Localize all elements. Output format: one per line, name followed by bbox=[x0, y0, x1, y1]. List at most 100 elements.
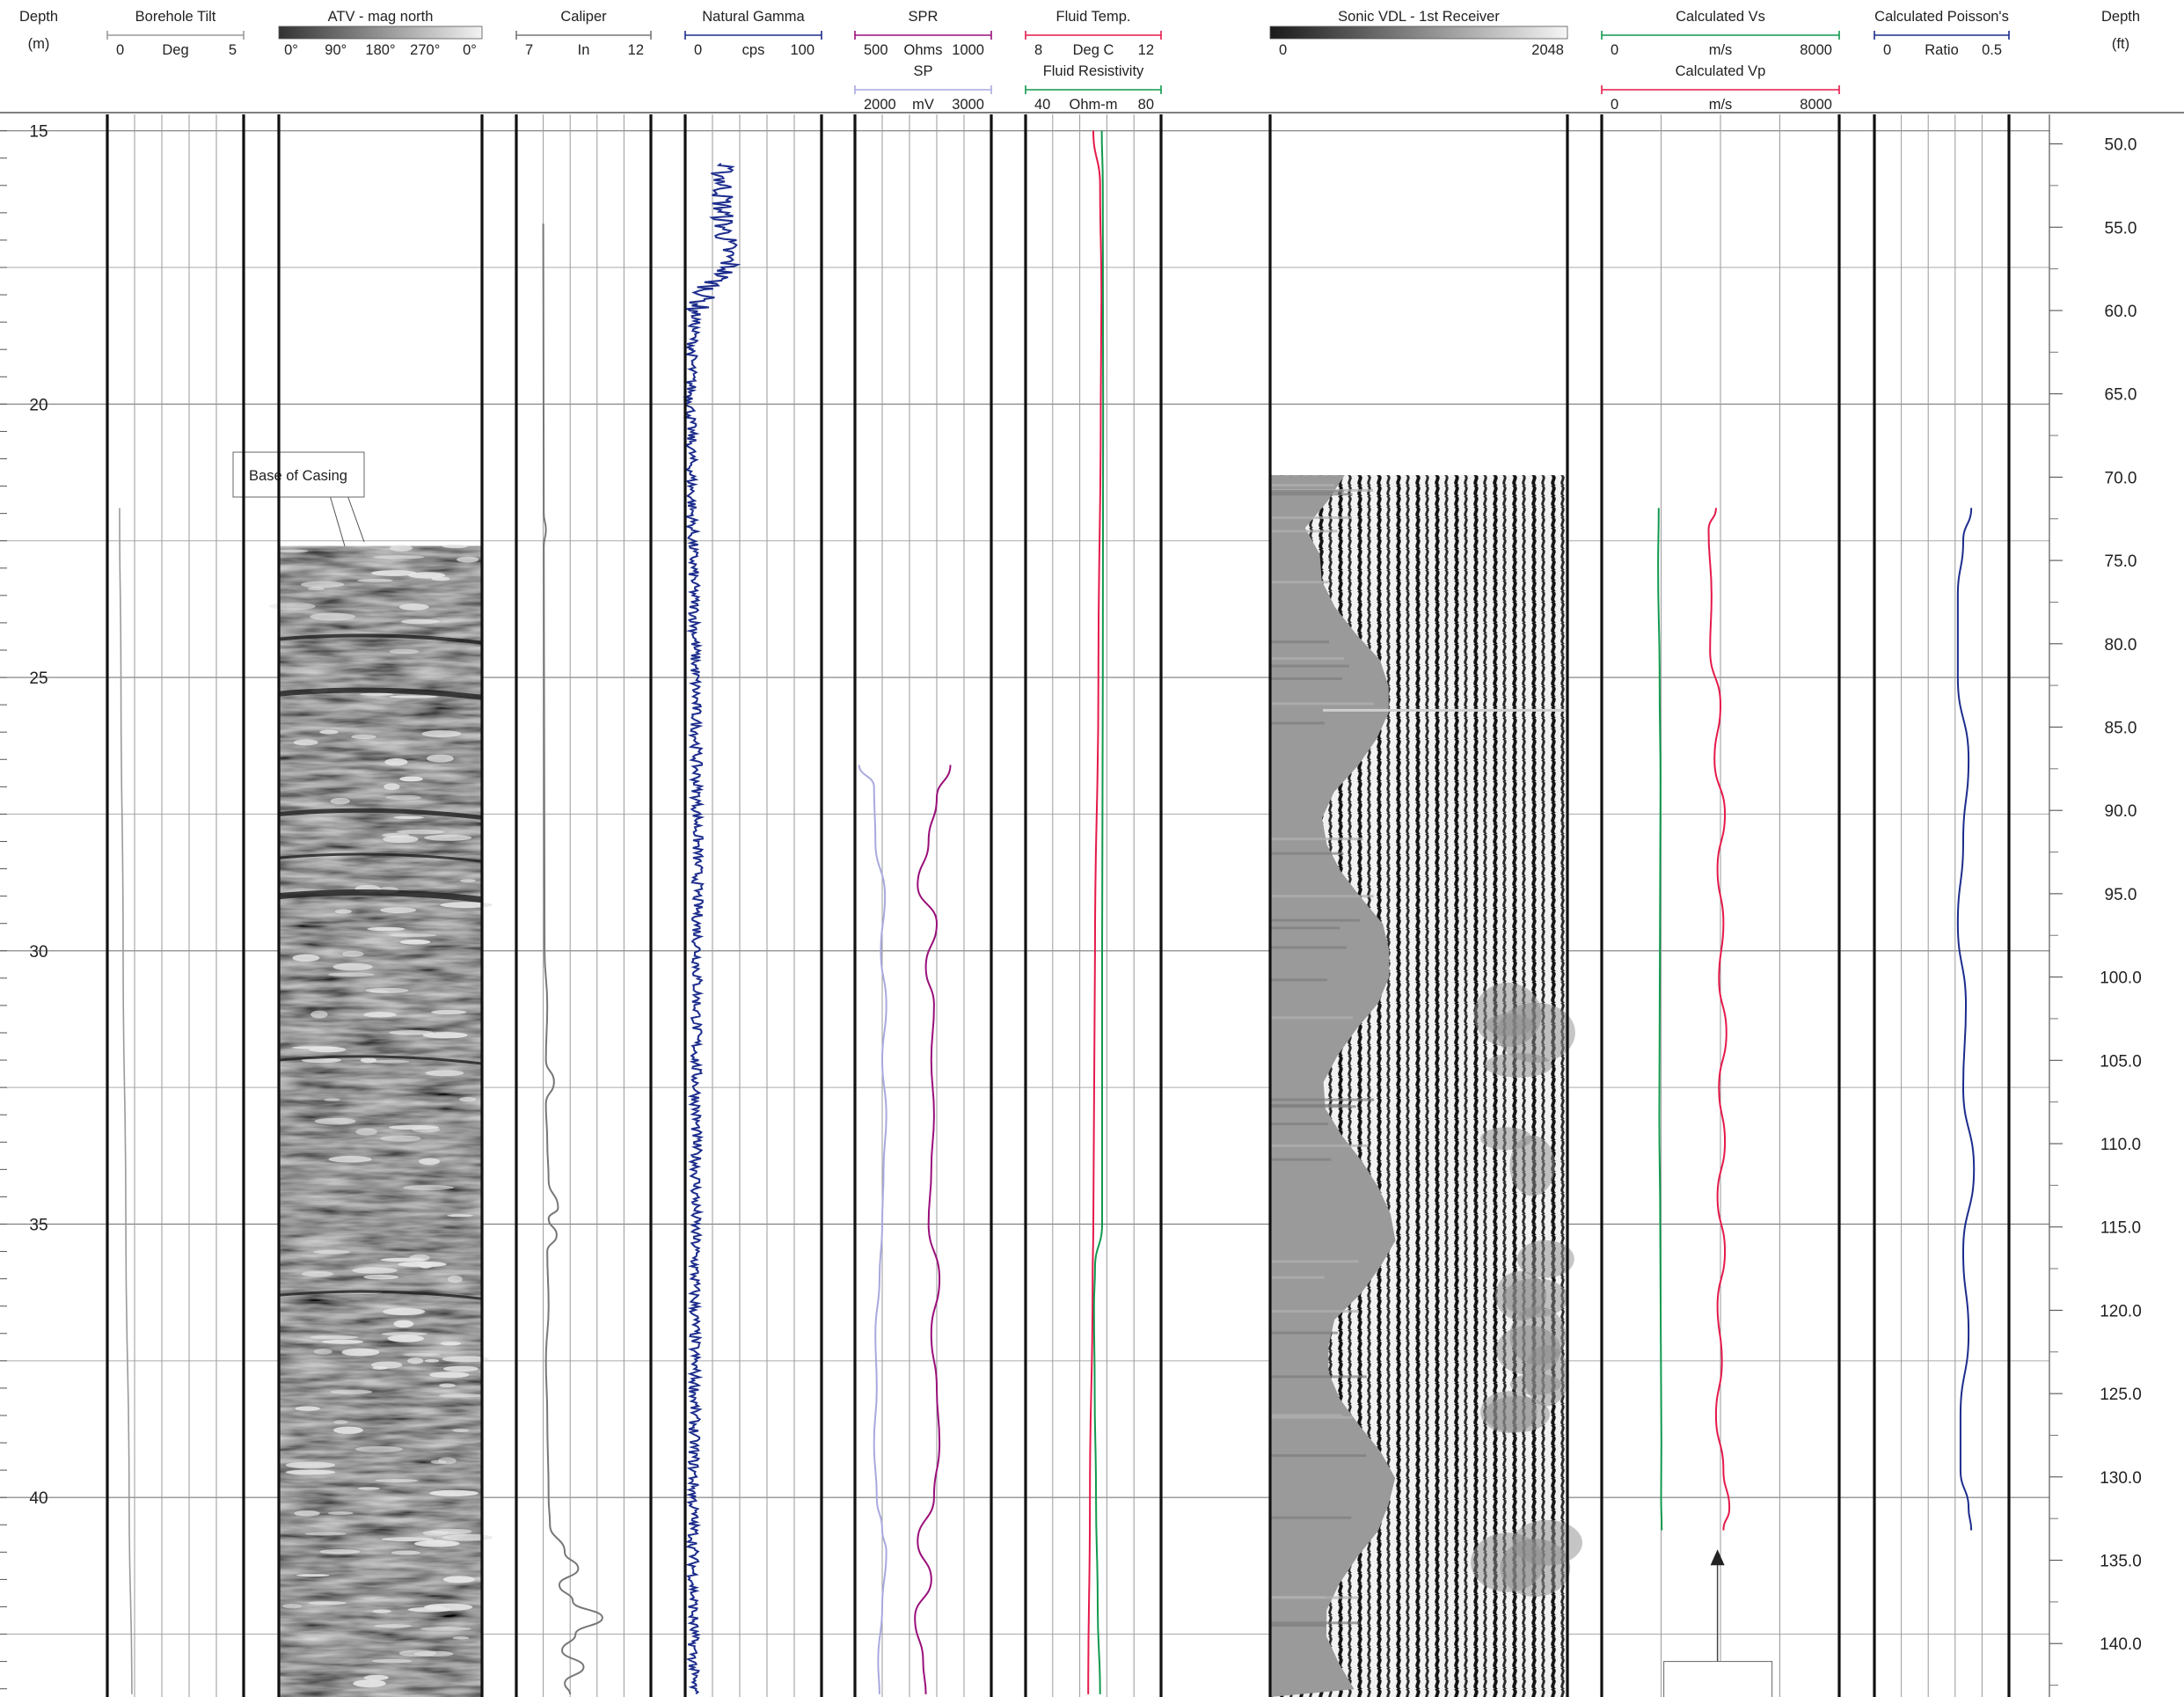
atv-bright-patch bbox=[389, 545, 413, 552]
fluid-curve-1-scale-unit: Ohm-m bbox=[1070, 97, 1118, 113]
atv-bright-patch bbox=[310, 1335, 359, 1340]
velocity-arrow-box bbox=[1663, 1661, 1773, 1697]
atv-bright-patch bbox=[369, 1059, 410, 1064]
tilt-curve-0-scale-max: 5 bbox=[229, 42, 237, 58]
caliper-curve-0-scale-max: 12 bbox=[628, 42, 644, 58]
atv-bright-patch bbox=[332, 962, 373, 971]
atv-bright-patch bbox=[438, 1393, 484, 1398]
atv-bright-patch bbox=[399, 939, 431, 945]
vdl-scale-max: 2048 bbox=[1531, 42, 1564, 58]
atv-bright-patch bbox=[330, 797, 350, 805]
atv-bright-patch bbox=[425, 1070, 464, 1077]
caliper-curve-0-title: Caliper bbox=[560, 9, 607, 25]
atv-bright-patch bbox=[399, 776, 424, 782]
atv-bright-patch bbox=[389, 695, 438, 699]
atv-bright-patch bbox=[291, 1046, 339, 1050]
atv-bright-patch bbox=[355, 1128, 377, 1136]
atv-bright-patch bbox=[310, 612, 356, 621]
atv-bright-patch bbox=[384, 758, 408, 766]
vdl-late-patch bbox=[1494, 1270, 1547, 1320]
atv-bright-patch bbox=[292, 954, 320, 962]
atv-bright-patch bbox=[398, 1649, 437, 1657]
atv-scale-tick-3: 270° bbox=[410, 42, 440, 58]
atv-bright-patch bbox=[282, 1603, 303, 1609]
atv-bright-patch bbox=[313, 1348, 332, 1355]
vdl-early-noise bbox=[1270, 1454, 1367, 1458]
vdl-early-noise bbox=[1270, 852, 1344, 855]
spr-curve-1-scale-min: 2000 bbox=[864, 97, 896, 113]
atv-dark-band-6 bbox=[278, 1290, 483, 1300]
depth-ft-label-18: 140.0 bbox=[2100, 1635, 2142, 1654]
atv-bright-patch bbox=[296, 1574, 330, 1577]
poisson-curve-0-scale-unit: Ratio bbox=[1925, 42, 1959, 58]
atv-scale-tick-0: 0° bbox=[284, 42, 298, 58]
vdl-early-noise bbox=[1270, 1016, 1354, 1020]
atv-bright-patch bbox=[439, 1383, 456, 1388]
atv-bright-patch bbox=[412, 1126, 441, 1133]
vdl-late-patch bbox=[1523, 1344, 1569, 1407]
spr-curve-1-title: SP bbox=[913, 63, 932, 79]
caliper-curve-0 bbox=[542, 223, 603, 1694]
atv-bright-patch bbox=[333, 1426, 363, 1434]
atv-bright-patch bbox=[400, 618, 441, 625]
atv-scale-tick-1: 90° bbox=[325, 42, 347, 58]
vdl-early-noise bbox=[1270, 1123, 1329, 1126]
atv-dark-band-5 bbox=[278, 1055, 483, 1065]
depth-ft-label-13: 115.0 bbox=[2100, 1219, 2141, 1238]
vdl-early-noise bbox=[1270, 1624, 1326, 1628]
vdl-early-noise bbox=[1270, 1103, 1349, 1107]
atv-bright-patch bbox=[268, 603, 316, 611]
atv-bright-patch bbox=[327, 1511, 354, 1515]
atv-bright-patch bbox=[352, 1267, 398, 1274]
depth-ft-label-0: 50.0 bbox=[2105, 136, 2137, 155]
spr-curve-0 bbox=[914, 764, 952, 1694]
velocity-curve-0-scale-max: 8000 bbox=[1800, 42, 1832, 58]
atv-bright-patch bbox=[341, 950, 364, 957]
caliper-curve-0-scale-unit: In bbox=[578, 42, 590, 58]
vdl-early-noise bbox=[1270, 493, 1353, 496]
fluid-curve-0-scale-min: 8 bbox=[1034, 42, 1042, 58]
atv-bright-patch bbox=[452, 1428, 470, 1433]
casing-leader-1 bbox=[329, 494, 346, 547]
spr-curve-1-scale-max: 3000 bbox=[952, 97, 984, 113]
atv-bright-patch bbox=[440, 902, 493, 909]
spr-curve-0-scale-unit: Ohms bbox=[903, 42, 942, 58]
atv-bright-patch bbox=[393, 1320, 414, 1328]
atv-bright-patch bbox=[393, 816, 425, 819]
vdl-early-noise bbox=[1270, 677, 1342, 680]
atv-dark-band-0 bbox=[278, 633, 483, 645]
atv-bright-patch bbox=[367, 926, 405, 932]
atv-bright-patch bbox=[418, 1261, 434, 1269]
atv-bright-patch bbox=[389, 1030, 434, 1035]
velocity-curve-1-scale-unit: m/s bbox=[1709, 97, 1733, 113]
tilt-curve-0 bbox=[119, 508, 133, 1694]
atv-bright-patch bbox=[407, 572, 446, 579]
atv-dark-band-2 bbox=[278, 808, 483, 820]
vdl-early-noise bbox=[1270, 490, 1344, 494]
spr-curve-0-scale-max: 1000 bbox=[952, 42, 984, 58]
atv-bright-patch bbox=[354, 1445, 404, 1452]
depth-ft-label-6: 80.0 bbox=[2105, 636, 2137, 655]
atv-bright-patch bbox=[307, 587, 325, 591]
atv-bright-patch bbox=[429, 1371, 470, 1379]
atv-dark-band-4 bbox=[278, 889, 483, 903]
vdl-scale-min: 0 bbox=[1279, 42, 1287, 58]
depth-m-label-0: 15 bbox=[29, 123, 47, 142]
vdl-early-noise bbox=[1270, 1415, 1353, 1419]
poisson-curve-0-scale-max: 0.5 bbox=[1982, 42, 2002, 58]
spr-curve-0-title: SPR bbox=[909, 9, 939, 25]
poisson-curve-0-scale-min: 0 bbox=[1883, 42, 1891, 58]
atv-bright-patch bbox=[457, 556, 479, 563]
tilt-curve-0-scale-unit: Deg bbox=[162, 42, 188, 58]
atv-bright-patch bbox=[388, 933, 437, 937]
atv-bright-patch bbox=[363, 1012, 397, 1018]
vdl-early-noise bbox=[1270, 978, 1327, 982]
depth-ft-label-8: 90.0 bbox=[2105, 802, 2137, 821]
vdl-early-noise bbox=[1270, 530, 1338, 533]
atv-bright-patch bbox=[440, 1342, 462, 1346]
depth-ft-label-12: 110.0 bbox=[2100, 1136, 2141, 1154]
atv-bright-patch bbox=[383, 835, 419, 844]
vdl-early-noise bbox=[1270, 516, 1353, 519]
atv-bright-patch bbox=[442, 544, 468, 549]
